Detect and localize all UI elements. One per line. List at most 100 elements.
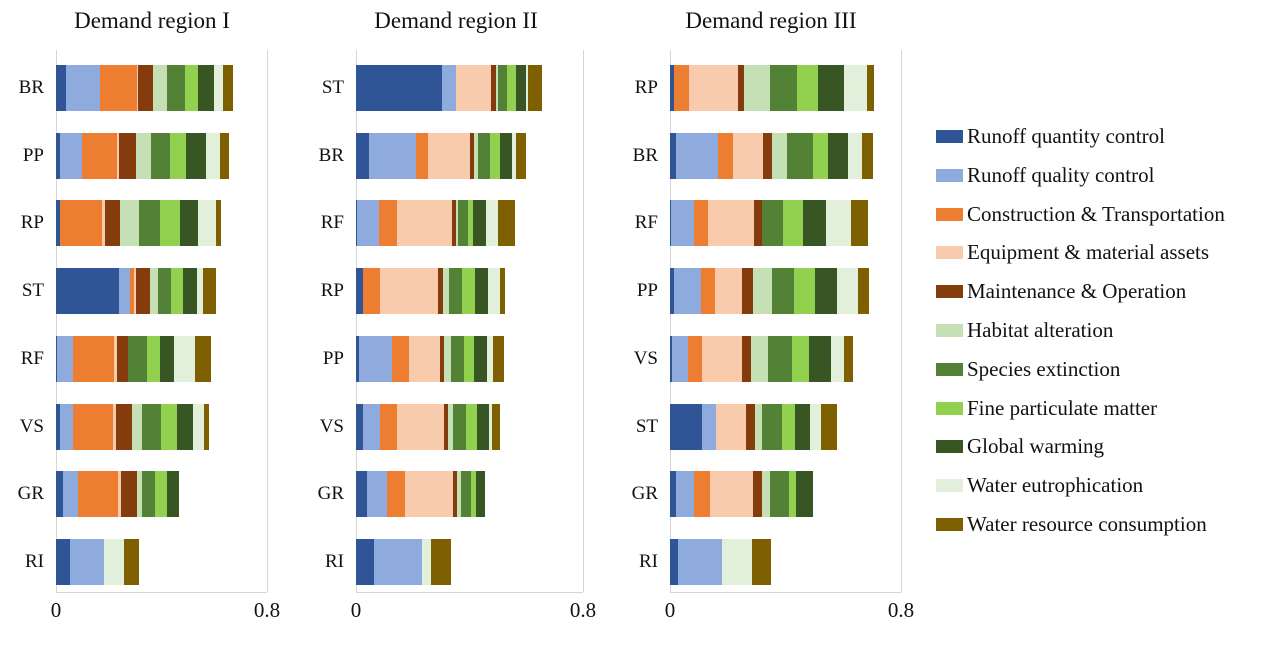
bar-segment-equipment-material-assets <box>689 65 739 111</box>
bar-segment-water-eutrophication <box>511 133 517 179</box>
category-label-pp: PP <box>636 280 658 301</box>
bar-segment-water-resource-consumption <box>516 133 527 179</box>
bar-segment-habitat-alteration <box>751 336 769 382</box>
bar-segment-runoff-quality-control <box>672 336 688 382</box>
bar-segment-runoff-quantity-control <box>56 200 60 246</box>
bar-segment-maintenance-operation <box>444 404 448 450</box>
bar-segment-runoff-quantity-control <box>670 65 674 111</box>
bar-segment-species-extinction <box>762 404 782 450</box>
legend-swatch-fine-particulate-matter <box>936 402 963 415</box>
bar-segment-water-eutrophication <box>104 539 125 585</box>
gridline-0-8 <box>901 50 902 592</box>
bar-segment-maintenance-operation <box>438 268 443 314</box>
bar-row-vs <box>670 336 853 382</box>
bar-segment-equipment-material-assets <box>113 404 116 450</box>
bar-segment-runoff-quality-control <box>366 471 388 517</box>
gridline-0-8 <box>583 50 584 592</box>
bar-segment-fine-particulate-matter <box>462 268 475 314</box>
legend-swatch-habitat-alteration <box>936 324 963 337</box>
bar-segment-fine-particulate-matter <box>507 65 516 111</box>
bar-segment-runoff-quantity-control <box>56 133 60 179</box>
bar-segment-species-extinction <box>772 268 794 314</box>
bar-segment-habitat-alteration <box>131 404 142 450</box>
bar-segment-construction-transportation <box>694 200 708 246</box>
bar-segment-habitat-alteration <box>772 133 787 179</box>
bar-row-gr <box>356 471 486 517</box>
bar-segment-global-warming <box>474 336 488 382</box>
bar-segment-global-warming <box>159 336 174 382</box>
bar-segment-fine-particulate-matter <box>470 471 477 517</box>
bar-segment-equipment-material-assets <box>702 336 742 382</box>
bar-segment-global-warming <box>515 65 526 111</box>
category-label-rp: RP <box>320 280 344 301</box>
bar-segment-maintenance-operation <box>746 404 755 450</box>
bar-segment-habitat-alteration <box>150 268 158 314</box>
bar-segment-water-resource-consumption <box>216 200 222 246</box>
category-label-st: ST <box>321 77 344 98</box>
bar-segment-fine-particulate-matter <box>464 336 475 382</box>
bar-segment-runoff-quality-control <box>65 65 100 111</box>
bar-segment-water-eutrophication <box>825 200 852 246</box>
legend-swatch-runoff-quality-control <box>936 169 963 182</box>
bar-segment-fine-particulate-matter <box>781 404 795 450</box>
x-tick-label: 0.8 <box>569 598 597 622</box>
bar-segment-species-extinction <box>449 268 463 314</box>
bar-segment-maintenance-operation <box>452 471 458 517</box>
bar-segment-water-resource-consumption <box>528 65 543 111</box>
bar-segment-water-eutrophication <box>831 336 845 382</box>
bar-segment-maintenance-operation <box>119 133 136 179</box>
bar-segment-runoff-quality-control <box>60 404 73 450</box>
bar-segment-habitat-alteration <box>473 133 479 179</box>
bar-segment-equipment-material-assets <box>709 471 753 517</box>
bar-segment-runoff-quantity-control <box>670 404 702 450</box>
legend-item-construction-transportation: Construction & Transportation <box>936 202 1225 227</box>
bar-segment-global-warming <box>176 404 194 450</box>
legend-label: Runoff quantity control <box>967 124 1165 148</box>
legend-label: Fine particulate matter <box>967 396 1158 420</box>
bar-segment-equipment-material-assets <box>707 200 755 246</box>
bar-segment-species-extinction <box>150 133 170 179</box>
bar-row-br <box>356 133 527 179</box>
category-label-pp: PP <box>322 348 344 369</box>
bar-segment-water-resource-consumption <box>851 200 869 246</box>
bar-segment-runoff-quality-control <box>701 404 716 450</box>
bar-row-st <box>356 65 543 111</box>
bar-segment-water-resource-consumption <box>222 65 233 111</box>
bar-segment-global-warming <box>473 200 486 246</box>
bar-segment-water-resource-consumption <box>195 336 212 382</box>
bar-segment-maintenance-operation <box>742 268 754 314</box>
bar-segment-global-warming <box>477 404 489 450</box>
legend-swatch-construction-transportation <box>936 208 963 221</box>
category-label-rp: RP <box>20 212 44 233</box>
bar-segment-construction-transportation <box>72 336 114 382</box>
category-label-ri: RI <box>639 551 658 572</box>
bar-segment-global-warming <box>474 268 488 314</box>
bar-segment-runoff-quantity-control <box>356 471 367 517</box>
x-axis-line <box>56 592 267 593</box>
bar-row-gr <box>670 471 813 517</box>
bar-segment-maintenance-operation <box>754 200 763 246</box>
bar-segment-species-extinction <box>770 471 790 517</box>
bar-segment-water-resource-consumption <box>751 539 771 585</box>
category-label-br: BR <box>318 145 344 166</box>
legend-swatch-maintenance-operation <box>936 285 963 298</box>
bar-segment-habitat-alteration <box>136 471 142 517</box>
bar-segment-runoff-quality-control <box>357 200 380 246</box>
bar-segment-construction-transportation <box>687 336 703 382</box>
bar-segment-runoff-quantity-control <box>356 268 364 314</box>
bar-segment-runoff-quality-control <box>441 65 456 111</box>
bar-segment-runoff-quality-control <box>373 539 422 585</box>
bar-row-rp <box>56 200 222 246</box>
bar-row-rf <box>670 200 869 246</box>
bar-segment-runoff-quality-control <box>359 336 392 382</box>
bar-segment-habitat-alteration <box>135 133 151 179</box>
bar-segment-construction-transportation <box>387 471 406 517</box>
bar-segment-global-warming <box>795 471 813 517</box>
panel-title: Demand region III <box>685 8 857 33</box>
legend-label: Construction & Transportation <box>967 202 1225 226</box>
bar-segment-water-resource-consumption <box>499 268 506 314</box>
category-label-gr: GR <box>317 483 344 504</box>
bar-segment-water-eutrophication <box>485 200 498 246</box>
bar-segment-equipment-material-assets <box>396 404 445 450</box>
